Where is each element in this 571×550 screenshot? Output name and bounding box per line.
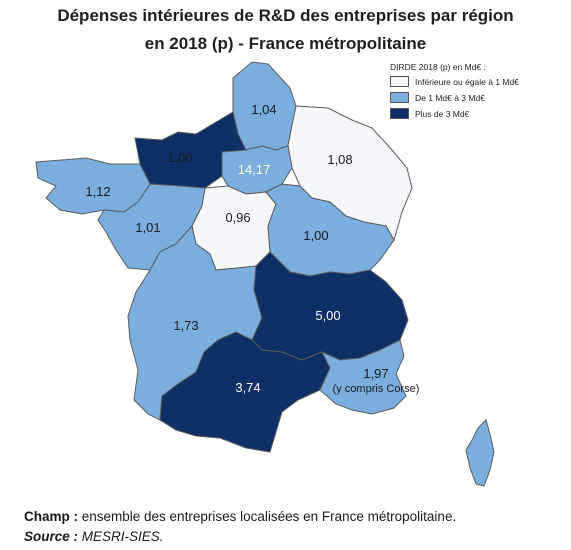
legend-swatch-low (390, 76, 409, 87)
champ-text: ensemble des entreprises localisées en F… (78, 509, 457, 524)
footnote-source: Source : MESRI-SIES. (24, 529, 164, 544)
value-bourgogne-franche-comte: 1,00 (303, 228, 328, 243)
region-ile-de-france (221, 145, 293, 195)
value-pays-de-la-loire: 1,01 (135, 220, 160, 235)
legend-title: DIRDE 2018 (p) en Md€ : (390, 62, 486, 72)
legend-item: Plus de 3 Md€ (390, 108, 519, 119)
value-centre-val-de-loire: 0,96 (225, 210, 250, 225)
value-nouvelle-aquitaine: 1,73 (173, 318, 198, 333)
value-bretagne: 1,12 (85, 184, 110, 199)
legend-item: De 1 Md€ à 3 Md€ (390, 92, 519, 103)
map-title-line2: en 2018 (p) - France métropolitaine (144, 34, 427, 53)
legend-swatch-high (390, 108, 409, 119)
region-corse (465, 419, 495, 487)
legend-label-high: Plus de 3 Md€ (415, 108, 470, 119)
map-title-line1: Dépenses intérieures de R&D des entrepri… (57, 6, 514, 25)
source-label: Source : (24, 529, 79, 544)
value-occitanie: 3,74 (235, 380, 260, 395)
value-auvergne-rhone-alpes: 5,00 (315, 308, 340, 323)
value-normandie: 1,00 (167, 150, 192, 165)
value-grand-est: 1,08 (327, 152, 352, 167)
legend-label-medium: De 1 Md€ à 3 Md€ (415, 92, 485, 103)
value-ile-de-france: 14,17 (238, 162, 271, 177)
legend-item: Inférieure ou égale à 1 Md€ (390, 76, 519, 87)
champ-label: Champ : (24, 509, 78, 524)
source-text: MESRI-SIES. (78, 529, 164, 544)
map-legend: DIRDE 2018 (p) en Md€ : Inférieure ou ég… (390, 62, 519, 124)
note-paca-corse: (y compris Corse) (333, 383, 420, 395)
legend-label-low: Inférieure ou égale à 1 Md€ (415, 76, 519, 87)
legend-swatch-medium (390, 92, 409, 103)
value-hauts-de-france: 1,04 (251, 102, 276, 117)
value-paca: 1,97 (363, 366, 388, 381)
region-paca (319, 339, 407, 415)
footnote-champ: Champ : ensemble des entreprises localis… (24, 509, 456, 524)
